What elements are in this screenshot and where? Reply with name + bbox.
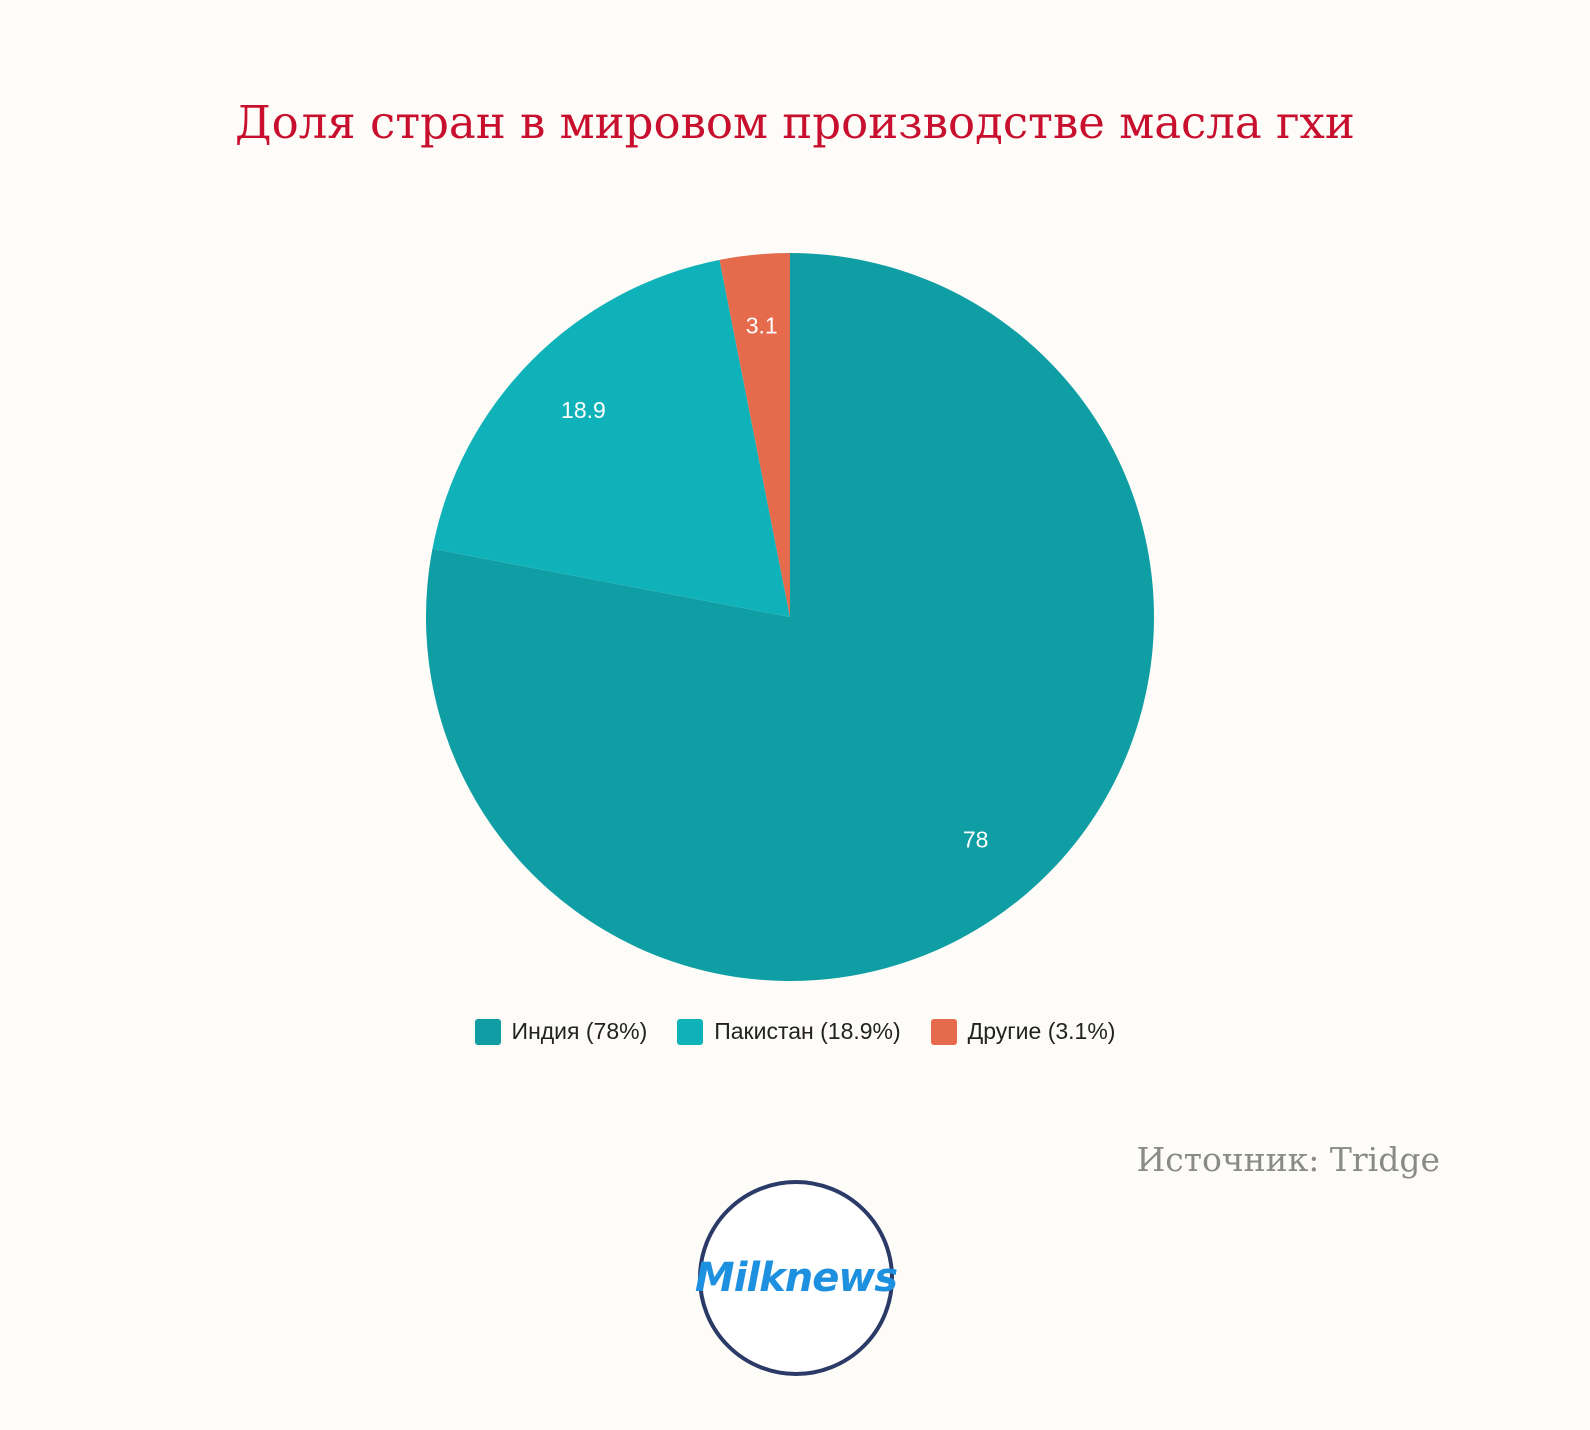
data-label-others: 3.1 xyxy=(746,312,778,338)
pie-chart: 78 18.9 3.1 xyxy=(425,253,1154,981)
legend-item-india[interactable]: Индия (78%) xyxy=(474,1018,648,1045)
legend-swatch-india xyxy=(474,1018,501,1045)
data-label-india: 78 xyxy=(963,826,989,852)
source-note: Источник: Tridge xyxy=(1136,1140,1440,1179)
legend-label-pakistan: Пакистан (18.9%) xyxy=(714,1018,901,1044)
milknews-logo: Milknews xyxy=(694,1180,898,1376)
legend-item-others[interactable]: Другие (3.1%) xyxy=(930,1018,1116,1045)
pie-slice-pakistan[interactable] xyxy=(432,259,790,617)
legend-swatch-pakistan xyxy=(677,1018,704,1045)
chart-title: Доля стран в мировом производстве масла … xyxy=(235,96,1355,149)
legend-item-pakistan[interactable]: Пакистан (18.9%) xyxy=(677,1018,901,1045)
data-label-pakistan: 18.9 xyxy=(561,397,606,423)
pie-slice-others[interactable] xyxy=(719,253,790,617)
legend-label-india: Индия (78%) xyxy=(511,1018,648,1044)
legend-label-others: Другие (3.1%) xyxy=(967,1018,1116,1044)
legend: Индия (78%) Пакистан (18.9%) Другие (3.1… xyxy=(0,1018,1590,1045)
legend-swatch-others xyxy=(930,1018,957,1045)
logo-text: Milknews xyxy=(694,1255,898,1301)
